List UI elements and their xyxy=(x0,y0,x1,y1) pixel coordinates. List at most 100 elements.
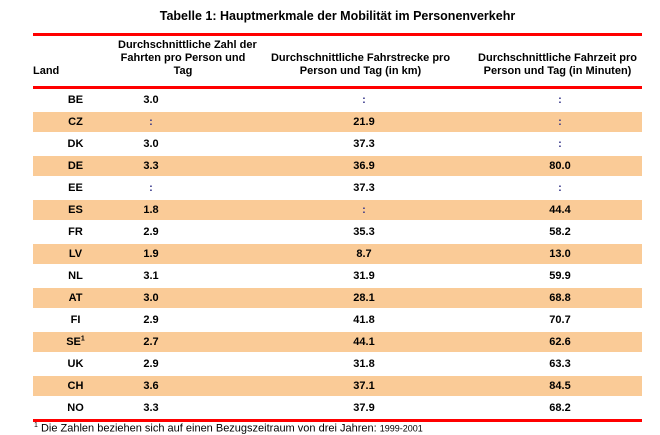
distance-value: 36.9 xyxy=(353,160,375,172)
country-code: NL xyxy=(33,270,118,282)
time-value: 58.2 xyxy=(549,226,571,238)
table-row: DE 3.3 36.9 80.0 xyxy=(33,155,642,177)
distance-value: 21.9 xyxy=(353,116,375,128)
trips-value: 3.0 xyxy=(143,138,159,150)
time-value: 70.7 xyxy=(549,314,571,326)
table-body: BE 3.0 : : CZ : 21.9 : DK 3.0 37.3 : DE … xyxy=(33,89,642,422)
country-code: AT xyxy=(33,292,118,304)
trips-value: 2.9 xyxy=(143,358,159,370)
table-header-row: Land Durchschnittliche Zahl der Fahrten … xyxy=(33,36,642,89)
trips-value: 1.9 xyxy=(143,248,159,260)
trips-value: 3.3 xyxy=(143,402,159,414)
distance-value: 37.3 xyxy=(353,182,375,194)
country-code-label: SE xyxy=(66,336,81,348)
trips-value: 3.6 xyxy=(143,380,159,392)
col-header-trips: Durchschnittliche Zahl der Fahrten pro P… xyxy=(118,39,257,78)
time-value: 63.3 xyxy=(549,358,571,370)
distance-value: : xyxy=(362,204,366,216)
country-code: DE xyxy=(33,160,118,172)
trips-value: 3.3 xyxy=(143,160,159,172)
col-header-time-line1: Durchschnittliche Fahrzeit pro xyxy=(478,52,637,64)
country-code-label: CH xyxy=(67,380,84,392)
trips-value: : xyxy=(149,182,153,194)
country-code: CZ xyxy=(33,116,118,128)
country-code: CH xyxy=(33,380,118,392)
time-value: 13.0 xyxy=(549,248,571,260)
country-code-label: NL xyxy=(68,270,83,282)
table-row: LV 1.9 8.7 13.0 xyxy=(33,243,642,265)
table-row: EE : 37.3 : xyxy=(33,177,642,199)
distance-value: : xyxy=(362,94,366,106)
table-row: DK 3.0 37.3 : xyxy=(33,133,642,155)
time-value: : xyxy=(558,182,562,194)
distance-value: 37.1 xyxy=(353,380,375,392)
footnote-marker: 1 xyxy=(34,422,38,429)
trips-value: 1.8 xyxy=(143,204,159,216)
trips-value: 2.7 xyxy=(143,336,159,348)
table-row: FR 2.9 35.3 58.2 xyxy=(33,221,642,243)
col-header-time-line2: Person und Tag (in Minuten) xyxy=(483,65,632,77)
time-value: 44.4 xyxy=(549,204,571,216)
trips-value: 3.1 xyxy=(143,270,159,282)
country-code: EE xyxy=(33,182,118,194)
country-code: BE xyxy=(33,94,118,106)
table-row: SE1 2.7 44.1 62.6 xyxy=(33,331,642,353)
country-code: FI xyxy=(33,314,118,326)
country-code-label: EE xyxy=(68,182,83,194)
col-header-trips-line3: Tag xyxy=(173,65,193,77)
country-code-label: AT xyxy=(68,292,83,304)
table-row: BE 3.0 : : xyxy=(33,89,642,111)
distance-value: 44.1 xyxy=(353,336,375,348)
country-code: NO xyxy=(33,402,118,414)
trips-value: 3.0 xyxy=(143,94,159,106)
time-value: 84.5 xyxy=(549,380,571,392)
country-code: UK xyxy=(33,358,118,370)
col-header-trips-line2: Fahrten pro Person und xyxy=(120,52,246,64)
col-header-distance-line1: Durchschnittliche Fahrstrecke pro xyxy=(270,52,451,64)
distance-value: 41.8 xyxy=(353,314,375,326)
footnote: 1 Die Zahlen beziehen sich auf einen Bez… xyxy=(34,422,423,435)
country-code: SE1 xyxy=(33,335,118,348)
trips-value: 2.9 xyxy=(143,314,159,326)
footnote-text: Die Zahlen beziehen sich auf einen Bezug… xyxy=(37,422,380,435)
footnote-period: 1999-2001 xyxy=(379,423,423,434)
distance-value: 37.3 xyxy=(353,138,375,150)
table-row: AT 3.0 28.1 68.8 xyxy=(33,287,642,309)
country-code-label: ES xyxy=(68,204,83,216)
time-value: 80.0 xyxy=(549,160,571,172)
table-row: FI 2.9 41.8 70.7 xyxy=(33,309,642,331)
time-value: : xyxy=(558,94,562,106)
country-code-label: NO xyxy=(67,402,84,414)
time-value: 59.9 xyxy=(549,270,571,282)
country-code-label: FR xyxy=(68,226,83,238)
table-row: NO 3.3 37.9 68.2 xyxy=(33,397,642,419)
country-code-label: LV xyxy=(68,248,83,260)
time-value: : xyxy=(558,138,562,150)
col-header-trips-line1: Durchschnittliche Zahl der xyxy=(118,39,257,51)
distance-value: 35.3 xyxy=(353,226,375,238)
time-value: 68.8 xyxy=(549,292,571,304)
trips-value: 3.0 xyxy=(143,292,159,304)
col-header-time: Durchschnittliche Fahrzeit pro Person un… xyxy=(473,52,642,78)
time-value: : xyxy=(558,116,562,128)
table-row: CH 3.6 37.1 84.5 xyxy=(33,375,642,397)
table-row: ES 1.8 : 44.4 xyxy=(33,199,642,221)
mobility-table: Land Durchschnittliche Zahl der Fahrten … xyxy=(33,33,642,422)
country-code-label: DE xyxy=(67,160,84,172)
distance-value: 31.8 xyxy=(353,358,375,370)
table-row: UK 2.9 31.8 63.3 xyxy=(33,353,642,375)
col-header-distance: Durchschnittliche Fahrstrecke pro Person… xyxy=(248,52,473,78)
col-header-distance-line2: Person und Tag (in km) xyxy=(299,65,422,77)
distance-value: 28.1 xyxy=(353,292,375,304)
country-code-label: FI xyxy=(70,314,81,326)
country-code: LV xyxy=(33,248,118,260)
distance-value: 31.9 xyxy=(353,270,375,282)
table-title: Tabelle 1: Hauptmerkmale der Mobilität i… xyxy=(159,9,516,23)
country-code: FR xyxy=(33,226,118,238)
country-code-footnote-marker: 1 xyxy=(80,335,85,343)
distance-value: 8.7 xyxy=(356,248,372,260)
country-code: ES xyxy=(33,204,118,216)
table-row: CZ : 21.9 : xyxy=(33,111,642,133)
distance-value: 37.9 xyxy=(353,402,375,414)
